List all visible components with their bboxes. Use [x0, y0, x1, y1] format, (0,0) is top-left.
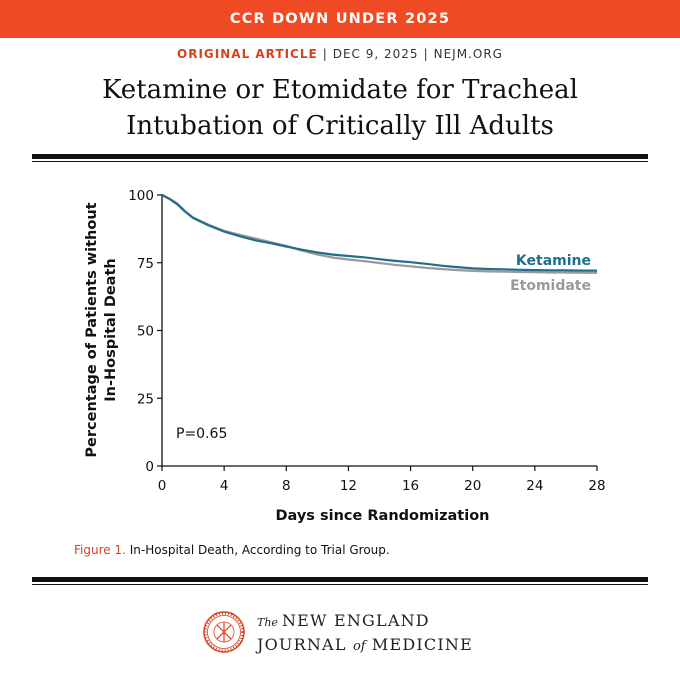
x-tick-label: 8: [282, 478, 291, 494]
journal-seal-icon: [203, 611, 245, 653]
chart-series: [161, 194, 597, 274]
bottom-divider: [32, 577, 648, 582]
y-axis-title-line: In-Hospital Death: [103, 258, 119, 401]
x-tick-label: 4: [220, 478, 229, 494]
title-line-1: Ketamine or Etomidate for Tracheal: [102, 75, 578, 105]
article-type-label: ORIGINAL ARTICLE: [177, 47, 318, 61]
survival-chart: 0 25 50 75 100 0 4 8 12 16 20 24 28 Days since Rando…: [84, 188, 606, 524]
x-tick-label: 12: [340, 478, 357, 494]
top-divider: [32, 154, 648, 159]
journal-the: The: [257, 616, 278, 629]
figure-caption: Figure 1. In-Hospital Death, According t…: [74, 543, 390, 557]
journal-line-2b: MEDICINE: [371, 635, 473, 654]
bottom-divider-thin: [32, 584, 648, 585]
banner-text: CCR DOWN UNDER 2025: [229, 11, 451, 27]
y-axis-title-line: Percentage of Patients without: [84, 202, 100, 457]
title-line-2: Intubation of Critically Ill Adults: [126, 111, 554, 141]
top-divider-thin: [32, 161, 648, 162]
y-axis-title: Percentage of Patients without In-Hospita…: [84, 202, 119, 457]
article-meta: ORIGINAL ARTICLE | DEC 9, 2025 | NEJM.ORG: [0, 47, 680, 61]
x-tick-label: 20: [464, 478, 481, 494]
meta-separator: |: [423, 47, 429, 61]
legend-label-etomidate: Etomidate: [510, 278, 591, 294]
x-tick-label: 24: [526, 478, 543, 494]
y-tick-label: 0: [145, 459, 154, 475]
x-tick-label: 16: [402, 478, 419, 494]
journal-line-1: NEW ENGLAND: [281, 611, 430, 630]
y-tick-label: 50: [137, 324, 154, 340]
journal-of: of: [352, 639, 366, 654]
x-axis-title: Days since Randomization: [275, 508, 489, 524]
top-banner: CCR DOWN UNDER 2025: [0, 0, 680, 38]
chart-axes: 0 25 50 75 100 0 4 8 12 16 20 24 28: [128, 188, 605, 494]
p-value-annotation: P=0.65: [176, 426, 227, 442]
series-line-ketamine: [161, 194, 597, 272]
article-date: DEC 9, 2025: [332, 47, 419, 61]
figure-caption-text: In-Hospital Death, According to Trial Gr…: [129, 543, 390, 557]
y-tick-label: 25: [137, 391, 154, 407]
x-tick-label: 0: [158, 478, 167, 494]
journal-wordmark: The NEW ENGLAND JOURNAL of MEDICINE: [257, 610, 473, 658]
meta-separator: |: [322, 47, 328, 61]
page-title: Ketamine or Etomidate for Tracheal Intub…: [0, 72, 680, 144]
y-tick-label: 100: [128, 188, 154, 204]
figure-number: Figure 1.: [74, 543, 126, 557]
x-tick-label: 28: [588, 478, 605, 494]
journal-line-2a: JOURNAL: [257, 635, 347, 654]
chart-labels: Days since Randomization Percentage of Pa…: [84, 202, 591, 524]
y-tick-label: 75: [137, 256, 154, 272]
article-site: NEJM.ORG: [433, 47, 503, 61]
legend-label-ketamine: Ketamine: [516, 253, 591, 269]
